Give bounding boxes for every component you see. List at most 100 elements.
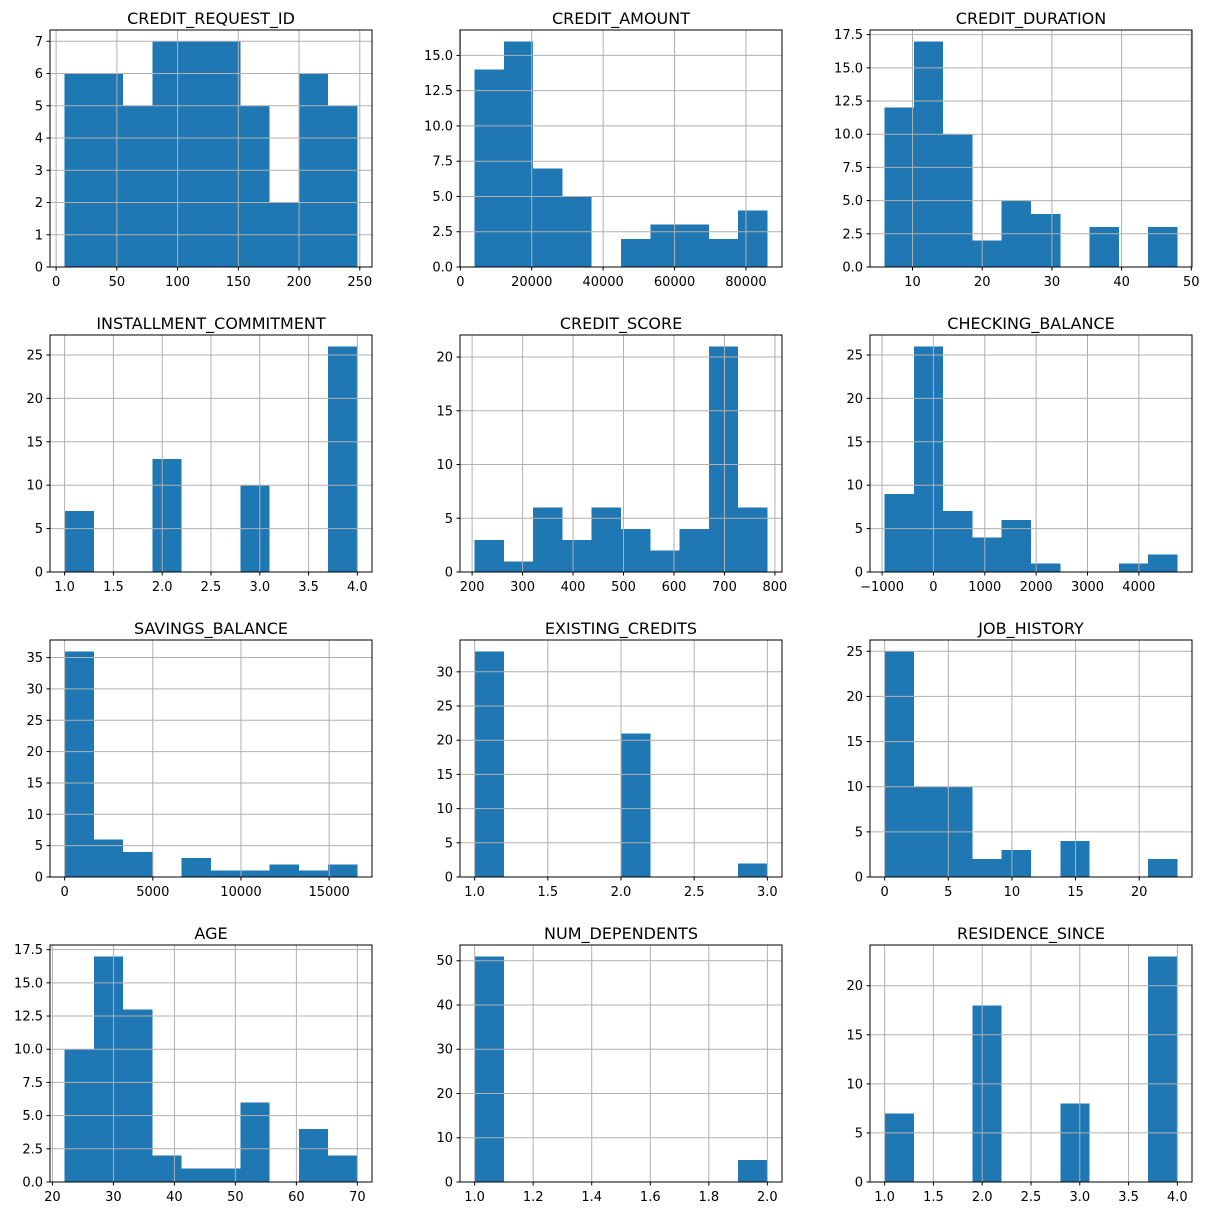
x-tick-label: 50 <box>227 1190 244 1205</box>
histogram-bar <box>650 550 680 572</box>
y-tick-label: 10 <box>846 780 863 795</box>
y-tick-label: 15 <box>846 435 863 450</box>
x-tick-label: 10000 <box>220 885 261 900</box>
histogram-bar <box>474 539 504 572</box>
subplot-title: CREDIT_REQUEST_ID <box>127 9 295 28</box>
histogram-bar <box>64 651 94 877</box>
x-tick-label: 500 <box>611 580 636 595</box>
x-tick-label: 15 <box>1067 885 1084 900</box>
x-tick-label: 400 <box>561 580 586 595</box>
y-tick-label: 10 <box>26 479 43 494</box>
axes-frame <box>49 639 373 878</box>
histogram-bar <box>1060 840 1090 877</box>
subplot-canvas: 1.0 1.5 2.0 2.5 3.0 3.5 4.0 0 5 10 15 20 <box>846 944 1193 1205</box>
histogram-bar <box>679 224 709 267</box>
subplot-canvas: 200 300 400 500 600 700 800 0 5 10 15 20 <box>436 334 787 595</box>
x-tick-label: 10 <box>904 275 921 290</box>
x-tick-label: 200 <box>460 580 485 595</box>
histogram-bar <box>1031 213 1061 267</box>
subplot-title: CREDIT_AMOUNT <box>551 9 691 28</box>
histogram-bar <box>474 956 504 1182</box>
x-tick-label: 3.5 <box>1118 1190 1139 1205</box>
x-tick-label: 50 <box>109 275 126 290</box>
y-tick-label: 10 <box>436 1131 453 1146</box>
x-tick-label: 3.0 <box>1069 1190 1090 1205</box>
x-tick-label: 50 <box>1183 275 1200 290</box>
y-tick-label: 20 <box>26 392 43 407</box>
x-tick-label: 2.0 <box>972 1190 993 1205</box>
x-tick-label: 200 <box>287 275 312 290</box>
x-tick-label: 0 <box>929 580 937 595</box>
y-tick-label: 0 <box>445 566 453 581</box>
x-tick-label: 700 <box>712 580 737 595</box>
y-tick-label: 30 <box>436 665 453 680</box>
y-tick-label: 10 <box>846 479 863 494</box>
y-tick-label: 17.5 <box>14 943 43 958</box>
y-tick-label: 7.5 <box>842 161 863 176</box>
y-tick-label: 15 <box>436 768 453 783</box>
x-tick-label: −1000 <box>860 580 904 595</box>
histogram-bar <box>738 210 768 267</box>
subplot-job-history: JOB_HISTORY 0 5 10 15 20 0 5 10 15 20 25 <box>820 610 1231 915</box>
histogram-bar <box>1031 563 1061 572</box>
x-tick-label: 2.0 <box>611 885 632 900</box>
histogram-bars <box>884 41 1178 267</box>
y-tick-label: 10 <box>436 802 453 817</box>
subplot-title: CHECKING_BALANCE <box>947 314 1115 333</box>
y-tick-label: 12.5 <box>834 95 863 110</box>
x-tick-label: 1.6 <box>640 1190 661 1205</box>
x-tick-label: 60 <box>288 1190 305 1205</box>
x-tick-label: 1.2 <box>523 1190 544 1205</box>
histogram-bar <box>211 870 241 877</box>
x-tick-label: 1000 <box>968 580 1001 595</box>
y-tick-label: 1 <box>35 228 43 243</box>
histogram-bar <box>884 1113 914 1182</box>
subplot-title: SAVINGS_BALANCE <box>134 619 288 638</box>
histogram-bar <box>93 839 124 877</box>
histogram-bars <box>474 346 768 572</box>
y-tick-label: 5.0 <box>22 1109 43 1124</box>
y-tick-label: 3 <box>35 164 43 179</box>
histogram-bars <box>64 41 358 267</box>
y-tick-label: 5 <box>445 836 453 851</box>
subplot-canvas: 10 20 30 40 50 0.0 2.5 5.0 7.5 10.0 12.5 15.0 17.5 <box>834 28 1200 290</box>
y-tick-label: 15 <box>846 735 863 750</box>
y-tick-label: 0 <box>855 871 863 886</box>
histogram-bar <box>152 459 182 572</box>
subplot-checking-balance: CHECKING_BALANCE −1000 0 1000 2000 3000 4000 0 5… <box>820 305 1231 610</box>
histogram-bar <box>972 1005 1002 1182</box>
x-tick-label: 0 <box>456 275 464 290</box>
x-tick-label: 40000 <box>582 275 623 290</box>
y-tick-label: 25 <box>26 348 43 363</box>
x-tick-label: 2000 <box>1020 580 1053 595</box>
y-tick-label: 30 <box>436 1043 453 1058</box>
y-tick-label: 15.0 <box>14 976 43 991</box>
y-tick-label: 15 <box>846 1028 863 1043</box>
y-tick-label: 20 <box>436 351 453 366</box>
subplot-canvas: 1.0 1.2 1.4 1.6 1.8 2.0 0 10 20 30 40 50 <box>436 944 783 1205</box>
x-tick-label: 2.0 <box>152 580 173 595</box>
x-tick-label: 1.8 <box>698 1190 719 1205</box>
x-tick-label: 30 <box>105 1190 122 1205</box>
y-tick-label: 5.0 <box>432 190 453 205</box>
histogram-bar <box>123 851 153 877</box>
axes-frame <box>459 944 783 1183</box>
y-tick-label: 0 <box>445 1176 453 1191</box>
y-tick-label: 5 <box>855 825 863 840</box>
y-tick-label: 2 <box>35 196 43 211</box>
y-tick-label: 10 <box>436 458 453 473</box>
axes-frame <box>49 944 373 1183</box>
x-tick-label: 10 <box>1004 885 1021 900</box>
histogram-bar <box>298 870 329 877</box>
histogram-bar <box>650 224 680 267</box>
x-tick-label: 60000 <box>654 275 695 290</box>
x-tick-label: 3000 <box>1071 580 1104 595</box>
histogram-bar <box>1089 227 1119 267</box>
x-tick-label: 250 <box>347 275 372 290</box>
subplot-credit-score: CREDIT_SCORE 200 300 400 500 600 700 800 0 5 10 15 2… <box>410 305 820 610</box>
y-tick-label: 2.5 <box>432 225 453 240</box>
histogram-bar <box>679 529 709 572</box>
y-tick-label: 0 <box>855 1176 863 1191</box>
x-tick-label: 1.0 <box>874 1190 895 1205</box>
